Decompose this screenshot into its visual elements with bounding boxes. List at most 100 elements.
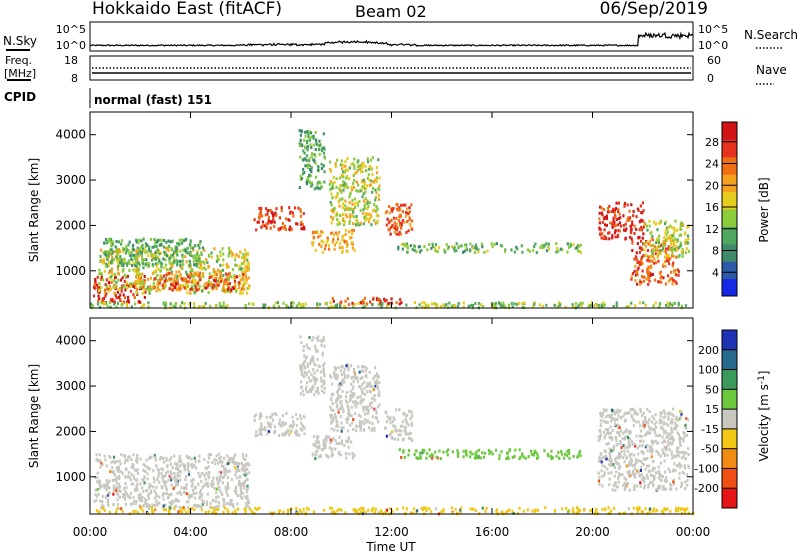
power-cell — [308, 168, 312, 171]
power-cell — [280, 206, 283, 210]
power-cell — [613, 221, 616, 225]
power-cell — [405, 211, 408, 214]
power-cell — [121, 276, 124, 280]
power-cell — [309, 174, 312, 178]
velocity-cell — [149, 504, 152, 508]
power-cell — [657, 305, 660, 309]
velocity-cell — [662, 451, 665, 455]
power-cell — [137, 241, 140, 245]
velocity-cell — [203, 458, 206, 461]
velocity-cell — [205, 502, 208, 506]
power-cell — [372, 186, 375, 190]
velocity-cell — [650, 420, 654, 424]
velocity-cell — [230, 457, 233, 460]
power-cell — [239, 291, 242, 295]
velocity-cell — [305, 385, 308, 389]
power-cell — [618, 229, 621, 233]
velocity-cell — [625, 484, 628, 488]
power-cell — [102, 302, 105, 306]
cpid-value: normal (fast) 151 — [94, 93, 212, 107]
velocity-cell — [337, 396, 340, 400]
power-cell — [486, 249, 489, 253]
velocity-cell — [337, 383, 340, 387]
velocity-cell — [566, 454, 569, 457]
power-cell — [262, 303, 265, 307]
power-cell — [94, 286, 97, 290]
velocity-cell — [648, 464, 651, 468]
power-cell — [342, 234, 345, 238]
power-cell — [219, 269, 222, 273]
power-cell — [144, 251, 147, 255]
power-cell — [609, 221, 612, 225]
power-cell — [404, 203, 407, 207]
power-cell — [401, 247, 404, 251]
velocity-cell — [598, 475, 601, 479]
power-cell — [105, 278, 108, 282]
power-cell — [274, 211, 277, 215]
power-cell — [209, 283, 212, 287]
power-cell — [356, 222, 359, 226]
colorbar-tick-label: 8 — [712, 245, 719, 258]
velocity-cell — [259, 428, 262, 432]
power-cell — [364, 190, 367, 194]
velocity-cell — [160, 455, 163, 459]
power-cell — [646, 278, 649, 281]
power-cell — [336, 218, 339, 221]
power-cell — [579, 243, 582, 247]
power-cell — [111, 255, 114, 259]
velocity-cell — [182, 464, 186, 468]
power-cell — [674, 280, 677, 284]
power-cell — [105, 262, 108, 266]
power-cell — [408, 218, 411, 222]
velocity-cell — [363, 365, 366, 369]
velocity-cell — [674, 421, 677, 425]
power-cell — [264, 213, 267, 217]
velocity-cell — [362, 391, 365, 394]
power-cell — [538, 303, 542, 307]
power-cell — [134, 254, 137, 258]
velocity-cell — [213, 510, 216, 514]
power-cell — [304, 134, 307, 138]
velocity-cell — [233, 453, 237, 457]
power-cell — [603, 303, 607, 307]
velocity-cell — [313, 371, 316, 375]
velocity-cell — [619, 454, 622, 458]
power-cell — [393, 230, 396, 234]
power-cell — [345, 240, 348, 244]
power-cell — [135, 249, 138, 253]
power-cell — [521, 305, 525, 309]
power-cell — [201, 267, 204, 271]
velocity-cell — [124, 474, 127, 478]
velocity-cell — [668, 482, 672, 486]
power-cell — [136, 250, 139, 254]
power-cell — [181, 255, 184, 259]
power-cell — [301, 222, 304, 226]
power-cell — [639, 225, 643, 229]
power-cell — [344, 185, 347, 189]
velocity-cell — [317, 440, 320, 444]
velocity-cell — [307, 376, 310, 380]
velocity-cell — [106, 502, 109, 506]
velocity-cell — [402, 437, 405, 441]
velocity-cell — [232, 503, 235, 507]
velocity-cell — [289, 424, 292, 427]
velocity-cell — [343, 380, 346, 384]
velocity-cell — [168, 501, 171, 505]
power-cell — [680, 304, 683, 308]
power-cell — [308, 130, 311, 134]
power-cell — [656, 228, 659, 232]
power-cell — [163, 239, 166, 242]
power-cell — [332, 176, 335, 179]
power-cell — [136, 246, 139, 250]
velocity-cell — [127, 471, 130, 474]
velocity-cell — [111, 466, 114, 469]
velocity-cell — [660, 419, 663, 423]
power-cell — [341, 213, 345, 216]
velocity-cell — [604, 449, 607, 453]
velocity-cell — [139, 495, 142, 499]
velocity-cell — [363, 412, 367, 416]
power-cell — [222, 263, 225, 267]
power-cell — [176, 282, 179, 286]
power-cell — [431, 245, 435, 249]
velocity-cell — [362, 507, 365, 511]
